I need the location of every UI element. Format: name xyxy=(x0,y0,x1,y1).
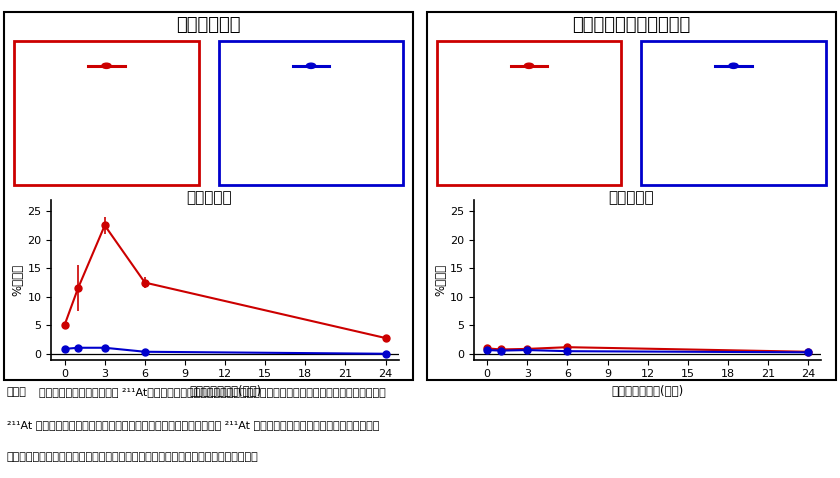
Text: N: N xyxy=(555,112,561,121)
Text: OH: OH xyxy=(573,104,585,113)
Text: NO$_2$: NO$_2$ xyxy=(559,146,575,156)
Text: NH: NH xyxy=(102,123,113,132)
Y-axis label: %投与量: %投与量 xyxy=(12,264,24,296)
Text: N: N xyxy=(759,112,765,121)
Text: HO: HO xyxy=(678,104,690,113)
Text: 従来の標識法: 従来の標識法 xyxy=(176,16,241,34)
Text: $^{211}$At: $^{211}$At xyxy=(492,156,497,162)
X-axis label: 投与後経過時間(時間): 投与後経過時間(時間) xyxy=(612,385,684,398)
Text: ２種類の標識法で作製した ²¹¹At、及び放射性ヨウ素標識モデル化合物をマウスに投与した後の胃への集積（赤：: ２種類の標識法で作製した ²¹¹At、及び放射性ヨウ素標識モデル化合物をマウスに… xyxy=(39,387,386,397)
Text: $^{125}$I: $^{125}$I xyxy=(701,154,713,166)
Text: N: N xyxy=(148,119,154,128)
Text: 図２．: 図２． xyxy=(7,387,27,397)
Text: か（右）、従来法で作製したモデル化合物では胃に高い放射能が観察された（左）。: か（右）、従来法で作製したモデル化合物では胃に高い放射能が観察された（左）。 xyxy=(7,452,259,462)
Text: NO$_2$: NO$_2$ xyxy=(137,138,152,148)
Text: N: N xyxy=(567,126,573,135)
Text: $^{125}$I: $^{125}$I xyxy=(693,148,706,159)
Text: 本研究で開発した標識法: 本研究で開発した標識法 xyxy=(572,16,690,34)
Text: OH: OH xyxy=(778,104,789,113)
Text: O: O xyxy=(288,109,294,118)
Text: O: O xyxy=(83,109,89,118)
Y-axis label: %投与量: %投与量 xyxy=(434,264,447,296)
Text: $^{211}$At: $^{211}$At xyxy=(483,148,501,159)
Text: HO: HO xyxy=(474,104,485,113)
Text: NO$_2$: NO$_2$ xyxy=(341,138,356,148)
Text: NH: NH xyxy=(307,123,318,132)
Text: 胃の集積量: 胃の集積量 xyxy=(608,190,654,206)
Text: $^{211}$At: $^{211}$At xyxy=(21,136,39,147)
X-axis label: 投与後経過時間(時間): 投与後経過時間(時間) xyxy=(189,385,261,398)
Text: N: N xyxy=(341,106,346,115)
Text: $^{211}$At: $^{211}$At xyxy=(494,154,512,166)
Text: $^{125}$I: $^{125}$I xyxy=(231,136,244,147)
Text: N: N xyxy=(136,106,142,115)
Text: N: N xyxy=(771,126,777,135)
Text: NO$_2$: NO$_2$ xyxy=(764,146,779,156)
Text: N: N xyxy=(352,119,358,128)
Text: ²¹¹At 、青：放射性ヨウ素）。ネオペンチル構造を利用して作製した ²¹¹At 標識モデル化合物の集積量は低値であった: ²¹¹At 、青：放射性ヨウ素）。ネオペンチル構造を利用して作製した ²¹¹At… xyxy=(7,420,379,430)
Text: 胃の集積量: 胃の集積量 xyxy=(186,190,232,206)
